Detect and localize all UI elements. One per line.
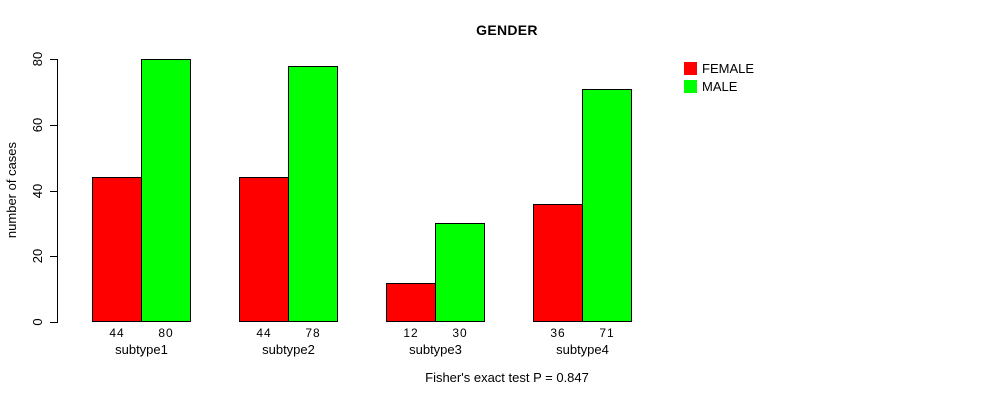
bar-female-subtype4 <box>533 204 583 322</box>
category-label-subtype4: subtype4 <box>556 342 609 357</box>
bar-value-label: 71 <box>599 326 615 340</box>
bar-value-label: 80 <box>158 326 174 340</box>
bar-value-label: 36 <box>550 326 566 340</box>
chart-title: GENDER <box>476 22 538 38</box>
legend-swatch-male <box>684 80 697 93</box>
bar-male-subtype2 <box>288 66 338 322</box>
y-tick-label: 80 <box>30 51 45 67</box>
bar-female-subtype1 <box>92 177 142 322</box>
bar-value-label: 30 <box>452 326 468 340</box>
legend-swatch-female <box>684 62 697 75</box>
legend-row-male: MALE <box>684 80 754 93</box>
y-tick <box>50 125 57 126</box>
bar-female-subtype3 <box>386 283 436 322</box>
bar-value-label: 12 <box>403 326 419 340</box>
bar-value-label: 44 <box>256 326 272 340</box>
bar-male-subtype4 <box>582 89 632 322</box>
bar-female-subtype2 <box>239 177 289 322</box>
y-tick <box>50 322 57 323</box>
bar-value-label: 44 <box>109 326 125 340</box>
legend-label: FEMALE <box>702 61 755 76</box>
bar-value-label: 78 <box>305 326 321 340</box>
stat-test-annotation: Fisher's exact test P = 0.847 <box>425 370 589 385</box>
bar-male-subtype1 <box>141 59 191 322</box>
legend-row-female: FEMALE <box>684 62 754 75</box>
y-axis-title: number of cases <box>4 141 19 239</box>
category-label-subtype1: subtype1 <box>115 342 168 357</box>
y-tick <box>50 59 57 60</box>
y-tick <box>50 256 57 257</box>
y-axis-line <box>57 59 58 323</box>
y-tick <box>50 191 57 192</box>
category-label-subtype2: subtype2 <box>262 342 315 357</box>
legend-label: MALE <box>702 79 738 94</box>
legend: FEMALE MALE <box>684 62 754 98</box>
bar-male-subtype3 <box>435 223 485 322</box>
category-label-subtype3: subtype3 <box>409 342 462 357</box>
